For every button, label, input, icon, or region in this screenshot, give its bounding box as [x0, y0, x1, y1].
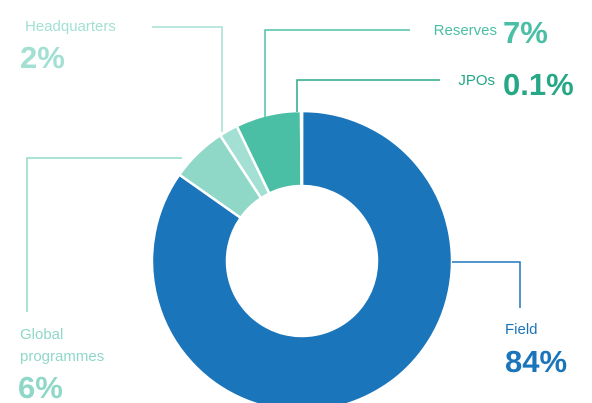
value-label: 84%: [505, 344, 567, 379]
category-label-line: Global: [20, 326, 63, 343]
value-label: 6%: [18, 370, 63, 403]
category-label: Headquarters: [25, 18, 116, 35]
value-label: 7%: [503, 15, 548, 50]
category-label: JPOs: [458, 72, 495, 89]
leader-line: [152, 26, 223, 132]
leader-line: [296, 79, 440, 112]
category-label: Field: [505, 321, 538, 338]
value-label: 2%: [20, 40, 65, 75]
category-label: Global programmes: [20, 326, 104, 365]
value-label: 0.1%: [503, 67, 574, 102]
leader-line: [26, 157, 182, 312]
leader-line: [452, 261, 521, 308]
category-label: Reserves: [434, 22, 497, 39]
donut-slice: [299, 109, 304, 188]
donut-slice: [150, 109, 454, 403]
leader-line: [264, 29, 410, 120]
category-label-line: programmes: [20, 348, 104, 365]
